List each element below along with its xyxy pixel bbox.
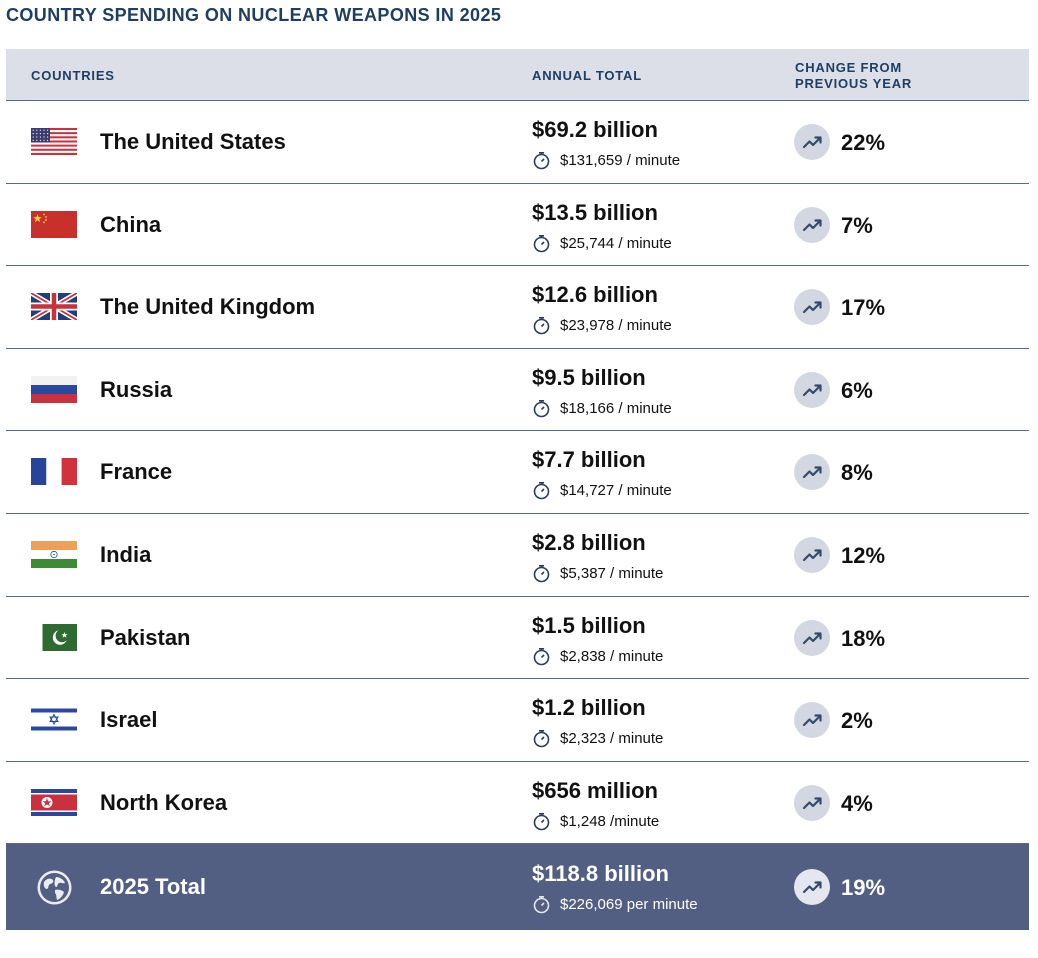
per-minute: $131,659 / minute	[532, 151, 680, 170]
stopwatch-icon	[532, 151, 551, 170]
per-minute-text: $14,727 / minute	[560, 482, 672, 500]
total-change: 19%	[841, 875, 886, 901]
trend-up-icon	[794, 536, 830, 573]
annual-total: $1.2 billion	[532, 695, 646, 721]
annual-total: $7.7 billion	[532, 447, 646, 473]
north-korea-flag	[31, 788, 77, 816]
change-percent: 2%	[841, 708, 873, 734]
total-label: 2025 Total	[100, 874, 206, 900]
change-percent: 4%	[841, 790, 873, 816]
table-row: Israel $1.2 billion $2,323 / minute 2%	[6, 679, 1029, 762]
annual-total: $69.2 billion	[532, 117, 658, 142]
page-title: COUNTRY SPENDING ON NUCLEAR WEAPONS IN 2…	[6, 5, 502, 25]
change-percent: 17%	[841, 295, 886, 321]
trend-up-icon	[794, 702, 830, 739]
per-minute: $14,727 / minute	[532, 481, 672, 500]
country-name: India	[100, 541, 152, 567]
table-row: France $7.7 billion $14,727 / minute 8%	[6, 431, 1029, 514]
country-name: The United Kingdom	[100, 294, 316, 320]
stopwatch-icon	[532, 316, 551, 335]
trend-up-icon	[794, 619, 830, 656]
per-minute-text: $23,978 / minute	[560, 317, 672, 335]
pakistan-flag	[31, 623, 77, 651]
country-name: France	[100, 459, 173, 485]
per-minute-text: $5,387 / minute	[560, 564, 664, 582]
table-row: Pakistan $1.5 billion $2,838 / minute 18%	[6, 597, 1029, 680]
annual-total: $9.5 billion	[532, 364, 646, 390]
change-percent: 8%	[841, 460, 873, 486]
spending-table: COUNTRIES ANNUAL TOTAL CHANGE FROM PREVI…	[6, 49, 1029, 931]
per-minute: $2,838 / minute	[532, 647, 663, 666]
table-row: China $13.5 billion $25,744 / minute 7%	[6, 184, 1029, 267]
annual-total: $2.8 billion	[532, 529, 646, 555]
trend-up-icon	[794, 784, 830, 821]
column-header-change: CHANGE FROM PREVIOUS YEAR	[795, 60, 913, 91]
total-row: 2025 Total $118.8 billion $226,069 per m…	[6, 844, 1029, 931]
trend-up-icon	[794, 124, 830, 160]
table-row: India $2.8 billion $5,387 / minute 12%	[6, 514, 1029, 597]
table-header: COUNTRIES ANNUAL TOTAL CHANGE FROM PREVI…	[6, 49, 1029, 101]
change-percent: 22%	[841, 130, 886, 155]
globe-icon	[36, 869, 73, 906]
table-row: North Korea $656 million $1,248 /minute 4%	[6, 762, 1029, 845]
stopwatch-icon	[532, 481, 551, 500]
trend-up-icon	[794, 869, 830, 906]
per-minute-text: $2,323 / minute	[560, 730, 664, 748]
per-minute: $5,387 / minute	[532, 564, 663, 583]
us-flag	[31, 128, 77, 155]
change-percent: 6%	[841, 377, 873, 403]
table-row: Russia $9.5 billion $18,166 / minute 6%	[6, 349, 1029, 432]
per-minute-text: $18,166 / minute	[560, 399, 672, 417]
per-minute-text: $1,248 /minute	[560, 812, 660, 830]
stopwatch-icon	[532, 399, 551, 418]
stopwatch-icon	[532, 647, 551, 666]
trend-up-icon	[794, 454, 830, 491]
per-minute: $2,323 / minute	[532, 729, 663, 748]
per-minute-text: $25,744 / minute	[560, 234, 672, 252]
country-name: The United States	[100, 129, 286, 154]
per-minute: $1,248 /minute	[532, 812, 659, 831]
country-name: Pakistan	[100, 624, 191, 650]
france-flag	[31, 458, 77, 486]
stopwatch-icon	[532, 729, 551, 748]
change-percent: 18%	[841, 625, 886, 651]
india-flag	[31, 540, 77, 568]
israel-flag	[31, 706, 77, 734]
per-minute: $25,744 / minute	[532, 234, 672, 253]
country-name: Russia	[100, 376, 173, 402]
per-minute: $18,166 / minute	[532, 399, 672, 418]
annual-total: $12.6 billion	[532, 282, 658, 308]
per-minute: $23,978 / minute	[532, 316, 672, 335]
table-row: The United States $69.2 billion $131,659 /…	[6, 101, 1029, 184]
country-name: Israel	[100, 707, 158, 733]
china-flag	[31, 210, 77, 238]
total-per-minute: $226,069 per minute	[532, 895, 698, 914]
table-body: The United States $69.2 billion $131,659 /…	[6, 101, 1029, 845]
total-per-minute-text: $226,069 per minute	[560, 896, 698, 914]
annual-total: $656 million	[532, 777, 658, 803]
stopwatch-icon	[532, 564, 551, 583]
per-minute-text: $131,659 / minute	[560, 152, 681, 169]
per-minute-text: $2,838 / minute	[560, 647, 664, 665]
russia-flag	[31, 375, 77, 403]
column-header-annual-total: ANNUAL TOTAL	[532, 68, 642, 83]
stopwatch-icon	[532, 812, 551, 831]
uk-flag	[31, 293, 77, 321]
annual-total: $1.5 billion	[532, 612, 646, 638]
annual-total: $13.5 billion	[532, 199, 658, 225]
change-percent: 12%	[841, 542, 886, 568]
column-header-countries: COUNTRIES	[31, 68, 115, 83]
total-amount: $118.8 billion	[532, 861, 669, 887]
change-percent: 7%	[841, 212, 873, 238]
trend-up-icon	[794, 206, 830, 243]
trend-up-icon	[794, 371, 830, 408]
country-name: North Korea	[100, 789, 228, 815]
table-row: The United Kingdom $12.6 billion $23,978 /…	[6, 266, 1029, 349]
trend-up-icon	[794, 289, 830, 326]
country-name: China	[100, 211, 162, 237]
stopwatch-icon	[532, 234, 551, 253]
stopwatch-icon	[532, 895, 551, 914]
